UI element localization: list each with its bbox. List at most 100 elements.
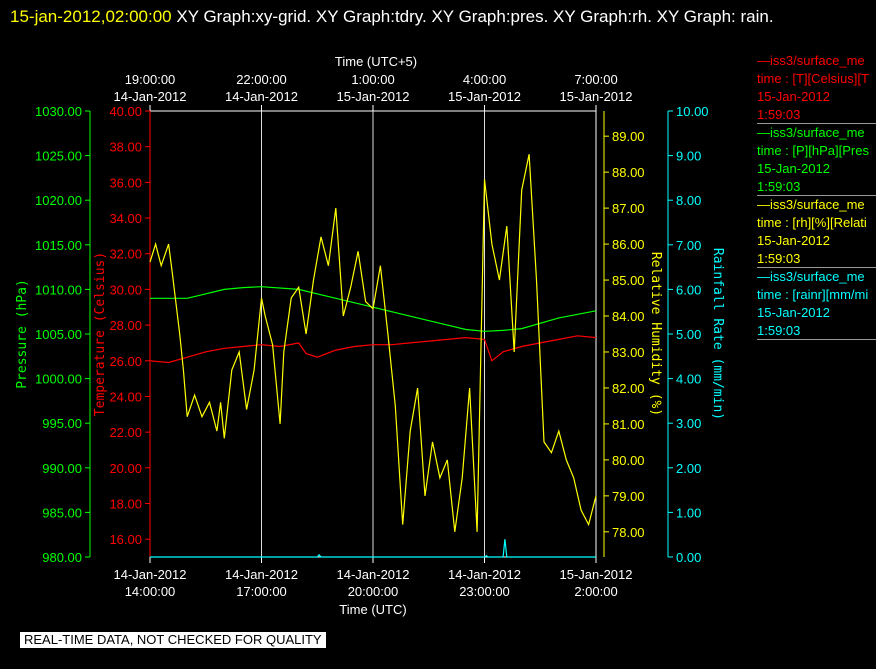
title-graphs: XY Graph:xy-grid. XY Graph:tdry. XY Grap… xyxy=(171,7,774,26)
pres-tick-label: 1000.00 xyxy=(35,372,82,387)
rain-series-line xyxy=(150,539,596,558)
legend-time: 1:59:03 xyxy=(757,323,801,338)
rh-tick-label: 89.00 xyxy=(612,129,645,144)
rh-tick-label: 83.00 xyxy=(612,345,645,360)
legend-desc: time : [P][hPa][Pres xyxy=(757,143,869,158)
rain-tick-label: 0.00 xyxy=(676,550,701,565)
quality-warning: REAL-TIME DATA, NOT CHECKED FOR QUALITY xyxy=(20,632,326,648)
temp-tick-label: 16.00 xyxy=(109,532,142,547)
temp-series-line xyxy=(149,335,597,364)
temp-tick-label: 18.00 xyxy=(109,496,142,511)
temp-axis-label: Temperature (Celsius) xyxy=(93,252,108,416)
legend-line: —iss3/surface_me xyxy=(757,197,865,212)
pres-tick-label: 1030.00 xyxy=(35,104,82,119)
legend-desc: time : [rainr][mm/mi xyxy=(757,287,869,302)
top-axis-label: Time (UTC+5) xyxy=(335,54,417,69)
rain-tick-label: 7.00 xyxy=(676,238,701,253)
rain-tick-label: 9.00 xyxy=(676,149,701,164)
rh-tick-label: 79.00 xyxy=(612,489,645,504)
rain-tick-label: 10.00 xyxy=(676,104,709,119)
temp-tick-label: 24.00 xyxy=(109,389,142,404)
legend-date: 15-Jan-2012 xyxy=(757,161,830,176)
legend-entry-temperature: —iss3/surface_me time : [T][Celsius][T 1… xyxy=(757,52,876,124)
temp-tick-label: 34.00 xyxy=(109,211,142,226)
legend-entry-humidity: —iss3/surface_me time : [rh][%][Relati 1… xyxy=(757,196,876,268)
temp-tick-label: 28.00 xyxy=(109,318,142,333)
x-tick-time: 2:00:00 xyxy=(574,584,617,599)
rh-tick-label: 84.00 xyxy=(612,309,645,324)
temp-tick-label: 26.00 xyxy=(109,354,142,369)
temp-tick-label: 22.00 xyxy=(109,425,142,440)
x-tick-date: 14-Jan-2012 xyxy=(448,567,521,582)
x-tick-date: 15-Jan-2012 xyxy=(560,567,633,582)
temp-tick-label: 32.00 xyxy=(109,247,142,262)
pres-tick-label: 1015.00 xyxy=(35,238,82,253)
temp-tick-label: 20.00 xyxy=(109,461,142,476)
rh-tick-label: 82.00 xyxy=(612,381,645,396)
top-tick-date: 15-Jan-2012 xyxy=(560,89,633,104)
legend-entry-pressure: —iss3/surface_me time : [P][hPa][Pres 15… xyxy=(757,124,876,196)
rain-tick-label: 8.00 xyxy=(676,193,701,208)
pres-tick-label: 995.00 xyxy=(42,416,82,431)
legend-time: 1:59:03 xyxy=(757,251,801,266)
temp-tick-label: 38.00 xyxy=(109,140,142,155)
rain-tick-label: 4.00 xyxy=(676,372,701,387)
rain-tick-label: 5.00 xyxy=(676,327,701,342)
pres-tick-label: 1010.00 xyxy=(35,282,82,297)
top-tick-time: 22:00:00 xyxy=(236,72,287,87)
top-tick-date: 15-Jan-2012 xyxy=(448,89,521,104)
pres-tick-label: 990.00 xyxy=(42,461,82,476)
temp-tick-label: 30.00 xyxy=(109,282,142,297)
legend-time: 1:59:03 xyxy=(757,179,801,194)
legend-line: —iss3/surface_me xyxy=(757,269,865,284)
rh-tick-label: 80.00 xyxy=(612,453,645,468)
pres-axis-label: Pressure (hPa) xyxy=(15,279,30,389)
rain-tick-label: 2.00 xyxy=(676,461,701,476)
top-tick-time: 19:00:00 xyxy=(125,72,176,87)
rain-tick-label: 3.00 xyxy=(676,416,701,431)
top-tick-time: 7:00:00 xyxy=(574,72,617,87)
x-tick-date: 14-Jan-2012 xyxy=(337,567,410,582)
rh-tick-label: 86.00 xyxy=(612,237,645,252)
legend-time: 1:59:03 xyxy=(757,107,801,122)
pres-tick-label: 985.00 xyxy=(42,505,82,520)
title-timestamp: 15-jan-2012,02:00:00 xyxy=(10,7,172,26)
pres-tick-label: 1005.00 xyxy=(35,327,82,342)
legend-line: —iss3/surface_me xyxy=(757,53,865,68)
rh-tick-label: 87.00 xyxy=(612,201,645,216)
top-tick-time: 4:00:00 xyxy=(463,72,506,87)
legend: —iss3/surface_me time : [T][Celsius][T 1… xyxy=(757,52,876,340)
rh-axis-label: Relative Humidity (%) xyxy=(648,252,663,416)
top-tick-date: 14-Jan-2012 xyxy=(225,89,298,104)
page-title: 15-jan-2012,02:00:00 XY Graph:xy-grid. X… xyxy=(10,2,860,31)
rh-tick-label: 85.00 xyxy=(612,273,645,288)
rain-tick-label: 6.00 xyxy=(676,282,701,297)
x-axis-label: Time (UTC) xyxy=(339,602,406,617)
pres-tick-label: 980.00 xyxy=(42,550,82,565)
top-tick-date: 14-Jan-2012 xyxy=(114,89,187,104)
x-tick-time: 23:00:00 xyxy=(459,584,510,599)
rain-tick-label: 1.00 xyxy=(676,505,701,520)
x-tick-time: 17:00:00 xyxy=(236,584,287,599)
rh-series-line xyxy=(149,154,597,532)
pres-tick-label: 1020.00 xyxy=(35,193,82,208)
top-tick-date: 15-Jan-2012 xyxy=(337,89,410,104)
legend-desc: time : [rh][%][Relati xyxy=(757,215,867,230)
legend-date: 15-Jan-2012 xyxy=(757,233,830,248)
top-tick-time: 1:00:00 xyxy=(351,72,394,87)
x-tick-date: 14-Jan-2012 xyxy=(225,567,298,582)
x-tick-time: 20:00:00 xyxy=(348,584,399,599)
rh-tick-label: 81.00 xyxy=(612,417,645,432)
legend-desc: time : [T][Celsius][T xyxy=(757,71,869,86)
legend-date: 15-Jan-2012 xyxy=(757,89,830,104)
temp-tick-label: 36.00 xyxy=(109,175,142,190)
x-tick-time: 14:00:00 xyxy=(125,584,176,599)
rain-axis-label: Rainfall Rate (mm/min) xyxy=(710,248,725,420)
rh-tick-label: 88.00 xyxy=(612,165,645,180)
x-tick-date: 14-Jan-2012 xyxy=(114,567,187,582)
legend-line: —iss3/surface_me xyxy=(757,125,865,140)
legend-entry-rainfall: —iss3/surface_me time : [rainr][mm/mi 15… xyxy=(757,268,876,340)
rh-tick-label: 78.00 xyxy=(612,525,645,540)
temp-tick-label: 40.00 xyxy=(109,104,142,119)
